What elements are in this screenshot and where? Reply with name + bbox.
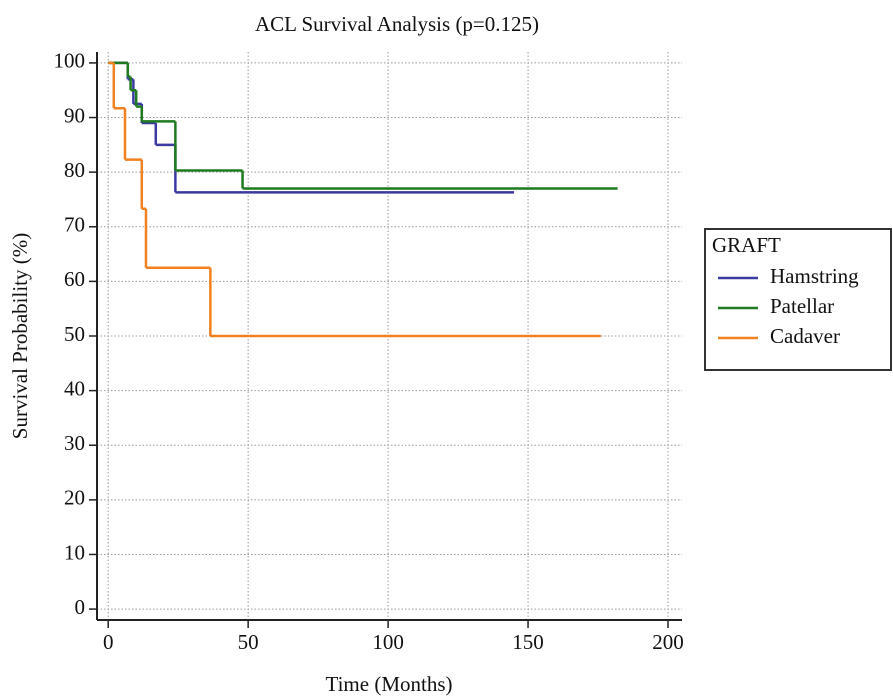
y-tick-label: 50 (64, 322, 85, 346)
y-tick-label: 40 (64, 376, 85, 400)
x-axis-label: Time (Months) (326, 672, 453, 696)
legend-box (704, 228, 892, 371)
x-tick-label: 100 (372, 630, 404, 654)
y-tick-label: 80 (64, 158, 85, 182)
x-tick-label: 0 (103, 630, 114, 654)
y-tick-label: 90 (64, 103, 85, 127)
legend-label: Hamstring (770, 264, 859, 288)
y-tick-label: 30 (64, 431, 85, 455)
y-tick-label: 100 (54, 49, 86, 73)
y-tick-label: 70 (64, 213, 85, 237)
legend-title: GRAFT (712, 233, 781, 257)
legend-label: Patellar (770, 294, 834, 318)
y-tick-label: 20 (64, 486, 85, 510)
x-tick-label: 150 (512, 630, 544, 654)
y-tick-label: 60 (64, 267, 85, 291)
x-tick-label: 50 (238, 630, 259, 654)
y-tick-label: 10 (64, 540, 85, 564)
y-axis-label: Survival Probability (%) (8, 233, 32, 439)
legend-label: Cadaver (770, 324, 840, 348)
chart-title: ACL Survival Analysis (p=0.125) (255, 12, 539, 36)
y-tick-label: 0 (75, 595, 86, 619)
x-tick-label: 200 (652, 630, 684, 654)
